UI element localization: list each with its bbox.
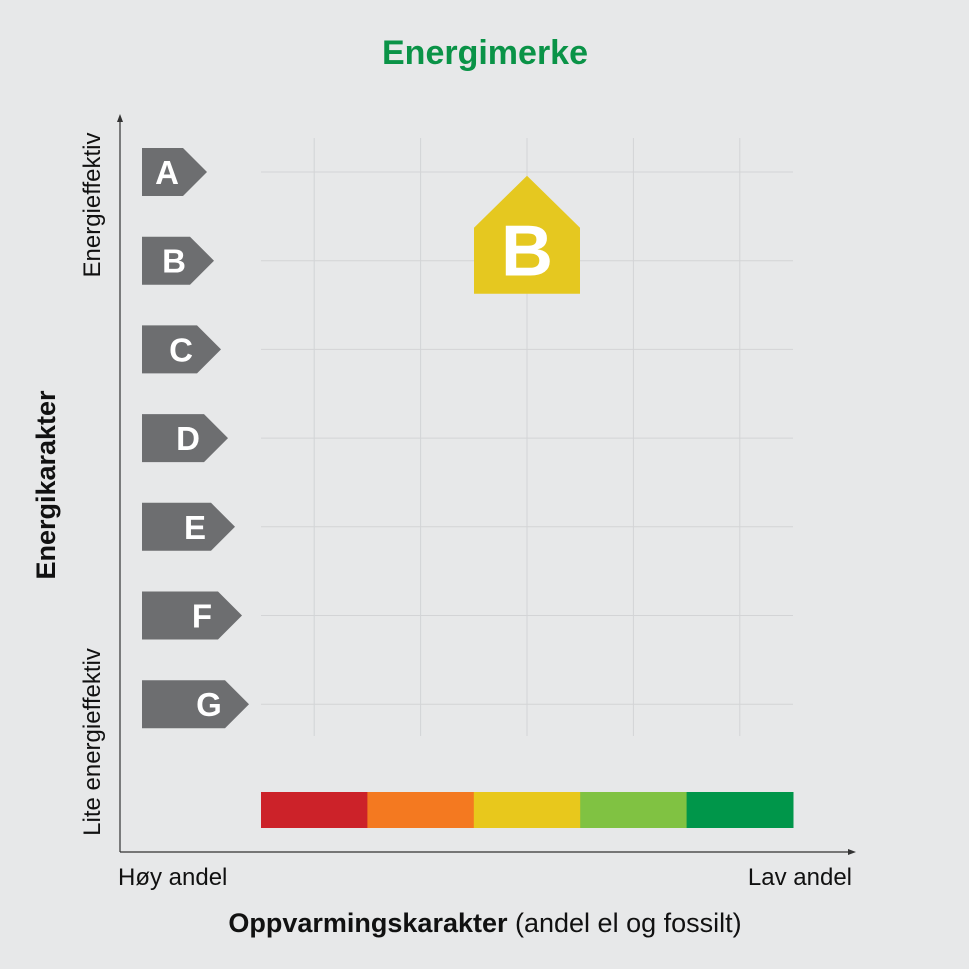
grade-label: A bbox=[155, 154, 179, 191]
grade-label: F bbox=[192, 598, 212, 635]
marker-label: B bbox=[501, 212, 553, 292]
y-top-label: Energieffektiv bbox=[79, 133, 106, 278]
grade-arrow-e: E bbox=[142, 502, 235, 551]
grade-arrow-f: F bbox=[142, 591, 242, 640]
grade-arrow-shape bbox=[142, 591, 242, 640]
heating-color-segment bbox=[473, 792, 581, 828]
grade-arrow-a: A bbox=[142, 148, 207, 196]
x-axis-label: Oppvarmingskarakter (andel el og fossilt… bbox=[228, 908, 741, 938]
grade-arrow-d: D bbox=[142, 414, 228, 463]
grade-arrow-shape bbox=[142, 236, 214, 285]
chart-title: Energimerke bbox=[382, 34, 588, 72]
grade-arrow-b: B bbox=[142, 236, 214, 285]
grade-arrow-shape bbox=[142, 148, 207, 196]
grade-label: D bbox=[176, 420, 200, 457]
heating-color-segment bbox=[367, 792, 475, 828]
grade-label: B bbox=[162, 243, 186, 280]
grade-arrow-g: G bbox=[142, 680, 249, 729]
heating-color-bar bbox=[261, 792, 794, 828]
energy-marker: B bbox=[474, 175, 580, 294]
x-axis-label-bold: Oppvarmingskarakter bbox=[228, 908, 508, 938]
heating-color-segment bbox=[261, 792, 368, 828]
marker-house-shape bbox=[474, 175, 580, 294]
y-axis-arrow-icon bbox=[117, 114, 123, 122]
grade-label: G bbox=[196, 686, 222, 723]
x-axis-label-normal: (andel el og fossilt) bbox=[508, 908, 742, 938]
grade-arrow-shape bbox=[142, 502, 235, 551]
grade-arrow-shape bbox=[142, 680, 249, 729]
grade-arrow-c: C bbox=[142, 325, 221, 374]
y-axis-label: Energikarakter bbox=[31, 390, 61, 580]
x-axis-arrow-icon bbox=[848, 849, 856, 855]
heating-color-segment bbox=[580, 792, 688, 828]
x-left-label: Høy andel bbox=[118, 864, 227, 891]
y-bottom-label: Lite energieffektiv bbox=[79, 648, 106, 836]
x-right-label: Lav andel bbox=[748, 864, 852, 891]
grade-arrow-shape bbox=[142, 414, 228, 463]
grade-label: E bbox=[184, 509, 206, 546]
grade-arrow-shape bbox=[142, 325, 221, 374]
grade-arrows: A B C D E F G bbox=[142, 148, 249, 729]
grade-label: C bbox=[169, 331, 193, 368]
heating-color-segment bbox=[686, 792, 794, 828]
